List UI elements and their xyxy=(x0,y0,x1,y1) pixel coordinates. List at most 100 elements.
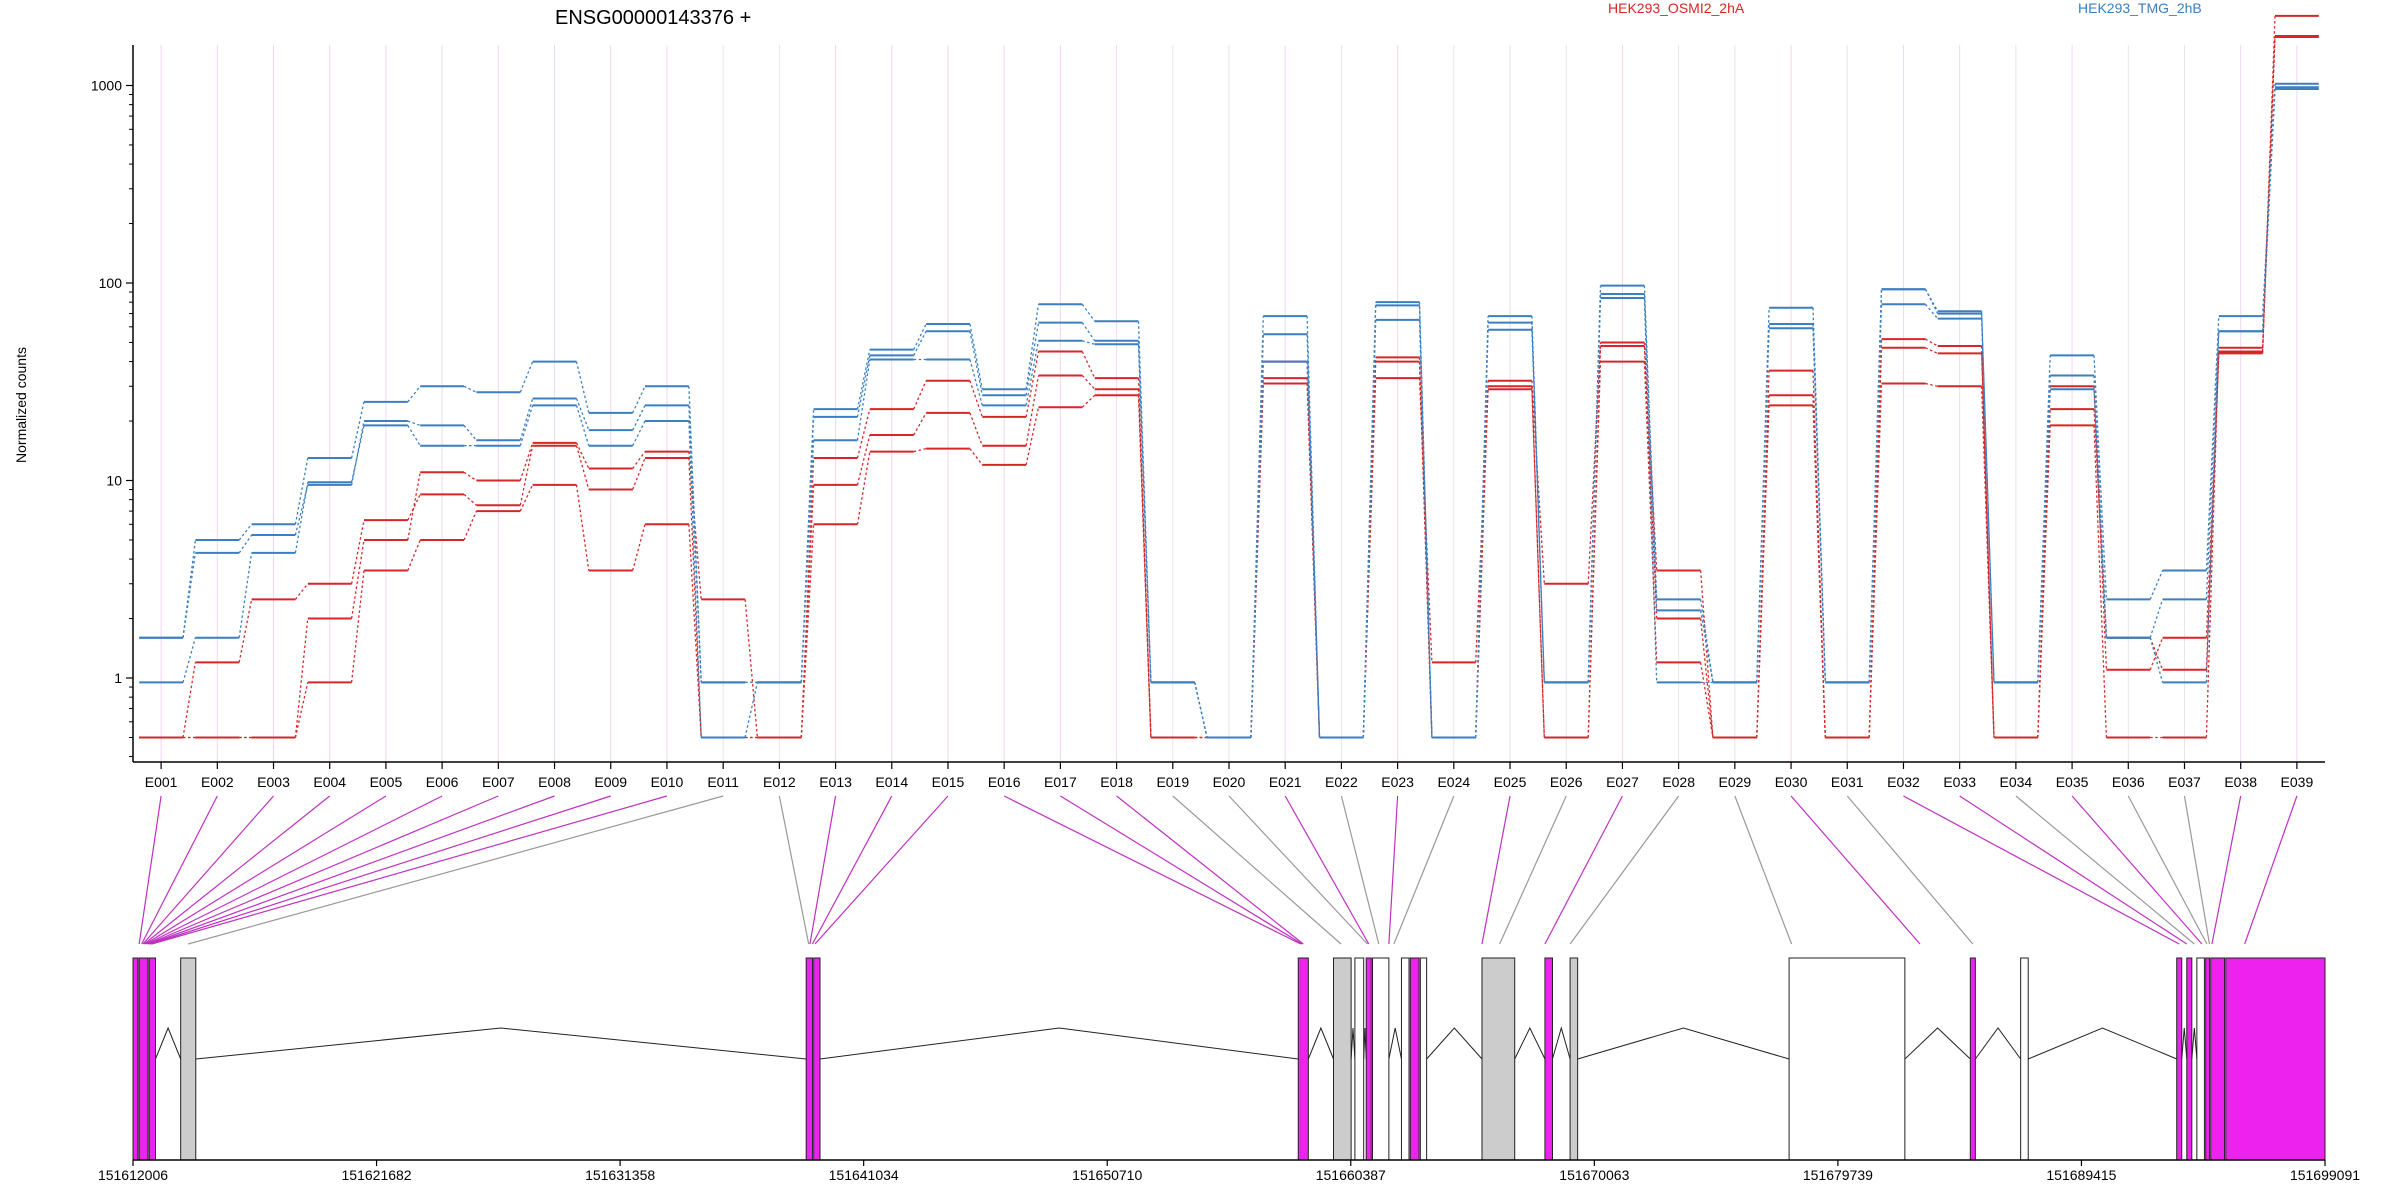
x-tick-label-e016: E016 xyxy=(988,774,1021,790)
exon-box xyxy=(2225,957,2326,1161)
x-tick-label-e035: E035 xyxy=(2056,774,2089,790)
intron-line xyxy=(1307,1026,1334,1060)
coordinate-label: 151641034 xyxy=(829,1167,899,1183)
connector-e036 xyxy=(2127,795,2208,945)
exon-connector-lines xyxy=(138,795,2298,945)
legend-entry-osmi: HEK293_OSMI2_2hA xyxy=(1608,0,1745,16)
connector-e031 xyxy=(1846,795,1974,945)
connector-e015 xyxy=(814,795,949,945)
coordinate-label: 151670063 xyxy=(1559,1167,1629,1183)
intron-line xyxy=(2028,1027,2177,1060)
connector-e010 xyxy=(151,795,668,945)
legend-entry-tmg: HEK293_TMG_2hB xyxy=(2078,0,2202,16)
y-tick-label-100: 100 xyxy=(99,275,123,291)
coordinate-label: 151699091 xyxy=(2290,1167,2360,1183)
exon-box xyxy=(1400,957,1410,1161)
connector-e032 xyxy=(1903,795,2180,945)
connector-e004 xyxy=(143,795,331,945)
connector-e002 xyxy=(141,795,218,945)
x-tick-label-e034: E034 xyxy=(2000,774,2033,790)
coordinate-label: 151660387 xyxy=(1316,1167,1386,1183)
intron-line xyxy=(1974,1027,2022,1060)
exon-box xyxy=(2196,957,2205,1161)
exon-box xyxy=(1332,957,1352,1161)
connector-e037 xyxy=(2183,795,2211,945)
exon-box xyxy=(1372,957,1390,1161)
gene-model xyxy=(132,957,2326,1161)
exon-box xyxy=(1569,957,1579,1161)
x-tick-label-e029: E029 xyxy=(1718,774,1751,790)
y-axis: 1 10 100 1000 xyxy=(91,45,134,762)
connector-e039 xyxy=(2244,795,2298,945)
x-tick-label-e013: E013 xyxy=(819,774,852,790)
x-tick-label-e022: E022 xyxy=(1325,774,1358,790)
x-tick-label-e009: E009 xyxy=(594,774,627,790)
connector-e026 xyxy=(1499,795,1567,945)
exon-box xyxy=(1354,957,1365,1161)
x-tick-label-e019: E019 xyxy=(1156,774,1189,790)
connector-e019 xyxy=(1172,795,1342,945)
intron-line xyxy=(1514,1026,1546,1060)
connector-e018 xyxy=(1116,795,1304,945)
x-tick-label-e024: E024 xyxy=(1437,774,1470,790)
coordinate-label: 151689415 xyxy=(2046,1167,2116,1183)
x-tick-label-e006: E006 xyxy=(426,774,459,790)
connector-e022 xyxy=(1340,795,1380,945)
coordinate-label: 151650710 xyxy=(1072,1167,1142,1183)
x-tick-label-e008: E008 xyxy=(538,774,571,790)
x-tick-label-e017: E017 xyxy=(1044,774,1077,790)
exon-box xyxy=(805,957,813,1161)
connector-e029 xyxy=(1734,795,1793,945)
intron-line xyxy=(1904,1027,1971,1060)
exon-box xyxy=(1544,957,1553,1161)
connector-e023 xyxy=(1388,795,1399,945)
exon-box xyxy=(1297,957,1309,1161)
x-tick-label-e010: E010 xyxy=(651,774,684,790)
x-tick-label-e005: E005 xyxy=(370,774,403,790)
connector-e038 xyxy=(2211,795,2242,945)
x-tick-label-e027: E027 xyxy=(1606,774,1639,790)
intron-line xyxy=(2191,1027,2198,1060)
x-tick-label-e012: E012 xyxy=(763,774,796,790)
connector-e003 xyxy=(142,795,274,945)
connector-e028 xyxy=(1569,795,1680,945)
exon-box xyxy=(2020,957,2029,1161)
coordinate-label: 151631358 xyxy=(585,1167,655,1183)
coordinate-label: 151679739 xyxy=(1803,1167,1873,1183)
exon-box xyxy=(1481,957,1516,1161)
connector-e008 xyxy=(149,795,555,945)
x-tick-label-e001: E001 xyxy=(145,774,178,790)
exon-box xyxy=(138,957,149,1161)
exon-box xyxy=(2186,957,2193,1161)
intron-line xyxy=(155,1026,182,1060)
connector-e025 xyxy=(1481,795,1511,945)
connector-e001 xyxy=(138,795,162,945)
connector-e033 xyxy=(1959,795,2188,945)
x-tick-label-e026: E026 xyxy=(1550,774,1583,790)
connector-e024 xyxy=(1393,795,1455,945)
x-tick-label-e023: E023 xyxy=(1381,774,1414,790)
x-tick-label-e002: E002 xyxy=(201,774,234,790)
exon-box xyxy=(2176,957,2183,1161)
series-transition-line xyxy=(182,88,2276,738)
exon-box xyxy=(1969,957,1976,1161)
x-tick-label-e007: E007 xyxy=(482,774,515,790)
connector-e016 xyxy=(1003,795,1302,945)
exon-box xyxy=(1409,957,1420,1161)
connector-e013 xyxy=(809,795,837,945)
connector-e021 xyxy=(1284,795,1370,945)
coordinate-label: 151621682 xyxy=(342,1167,412,1183)
connector-e020 xyxy=(1228,795,1368,945)
exon-box xyxy=(1788,957,1906,1161)
x-tick-label-e030: E030 xyxy=(1775,774,1808,790)
exon-grid xyxy=(160,45,2298,762)
connector-e012 xyxy=(778,795,810,945)
x-axis: E001 E002 E003 E004 E005 E006 E007 E008 E009 E010… xyxy=(133,761,2325,790)
x-tick-label-e004: E004 xyxy=(313,774,346,790)
y-tick-label-1000: 1000 xyxy=(91,78,122,94)
connector-e014 xyxy=(811,795,893,945)
connector-e006 xyxy=(146,795,443,945)
exon-box xyxy=(132,957,139,1161)
x-tick-label-e038: E038 xyxy=(2224,774,2257,790)
